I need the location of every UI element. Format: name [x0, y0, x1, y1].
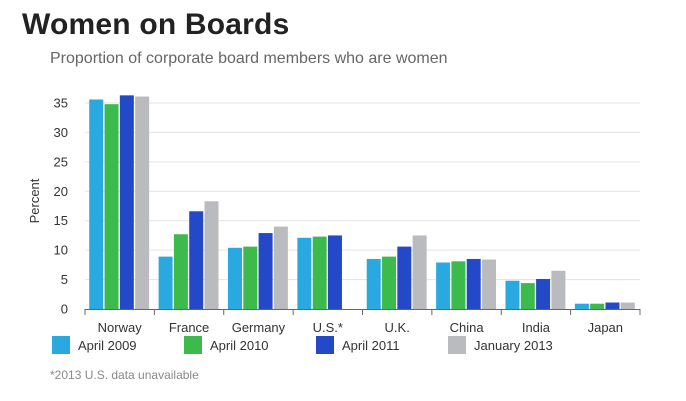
bar-u-k-april-2010 [382, 256, 397, 309]
bar-norway-april-2009 [89, 99, 104, 310]
bar-china-april-2011 [466, 258, 481, 309]
bar-u-k-january-2013 [412, 235, 427, 309]
bar-india-april-2010 [520, 283, 535, 309]
x-tick-label: India [522, 320, 551, 335]
bar-japan-april-2010 [590, 303, 605, 309]
y-tick-label: 35 [54, 96, 68, 111]
footnote: *2013 U.S. data unavailable [50, 368, 199, 382]
bar-germany-january-2013 [273, 226, 288, 309]
y-tick-label: 20 [54, 184, 68, 199]
legend-label-april-2010: April 2010 [210, 338, 269, 353]
legend: April 2009 April 2010 April 2011 January 20… [52, 336, 553, 354]
x-tick-label: U.S.* [313, 320, 343, 335]
chart-subtitle: Proportion of corporate board members wh… [50, 50, 448, 67]
bar-norway-january-2013 [135, 96, 150, 309]
bar-norway-april-2011 [119, 95, 134, 309]
x-tick-label: Norway [98, 320, 143, 335]
bar-u-s-april-2011 [327, 235, 342, 309]
chart-title: Women on Boards [22, 8, 290, 41]
legend-label-april-2011: April 2011 [342, 338, 400, 353]
bar-china-january-2013 [482, 259, 497, 309]
legend-swatch-april-2009 [52, 336, 70, 354]
bar-u-k-april-2011 [397, 246, 412, 309]
bar-india-april-2009 [505, 280, 520, 309]
legend-swatch-april-2010 [184, 336, 202, 354]
bar-china-april-2009 [436, 262, 451, 309]
bar-india-january-2013 [551, 270, 566, 309]
bar-france-january-2013 [204, 201, 219, 309]
bar-u-s-april-2009 [297, 237, 312, 309]
y-tick-label: 30 [54, 125, 68, 140]
x-tick-label: U.K. [385, 320, 410, 335]
x-tick-label: France [169, 320, 209, 335]
legend-swatch-april-2011 [316, 336, 334, 354]
bar-u-k-april-2009 [366, 258, 381, 309]
legend-label-april-2009: April 2009 [78, 338, 137, 353]
legend-swatch-january-2013 [448, 336, 466, 354]
y-tick-label: 25 [54, 154, 68, 169]
bar-china-april-2010 [451, 261, 466, 309]
bar-germany-april-2011 [258, 233, 273, 309]
x-axis [84, 309, 641, 315]
x-tick-label: Japan [588, 320, 623, 335]
bar-japan-april-2011 [605, 302, 620, 309]
y-axis-label: Percent [27, 178, 42, 223]
bars [89, 95, 635, 310]
x-tick-label: Germany [232, 320, 286, 335]
x-tick-label: China [450, 320, 485, 335]
bar-japan-april-2009 [574, 303, 589, 309]
gridlines [85, 102, 640, 281]
x-axis-ticks: Norway France Germany U.S.* U.K. China India Ja… [98, 320, 623, 335]
bar-france-april-2010 [173, 234, 188, 309]
bar-france-april-2011 [189, 211, 204, 309]
bar-u-s-april-2010 [312, 236, 327, 309]
y-tick-label: 15 [54, 213, 68, 228]
bar-india-april-2011 [536, 278, 551, 309]
y-axis-ticks: 0 5 10 15 20 25 30 35 [54, 96, 68, 317]
bar-japan-january-2013 [620, 302, 635, 309]
legend-label-january-2013: January 2013 [474, 338, 553, 353]
y-tick-label: 0 [61, 302, 68, 317]
bar-france-april-2009 [158, 256, 173, 309]
bar-germany-april-2010 [243, 246, 258, 309]
y-tick-label: 10 [54, 243, 68, 258]
bar-norway-april-2010 [104, 104, 119, 309]
bar-germany-april-2009 [227, 247, 242, 309]
y-tick-label: 5 [61, 272, 68, 287]
